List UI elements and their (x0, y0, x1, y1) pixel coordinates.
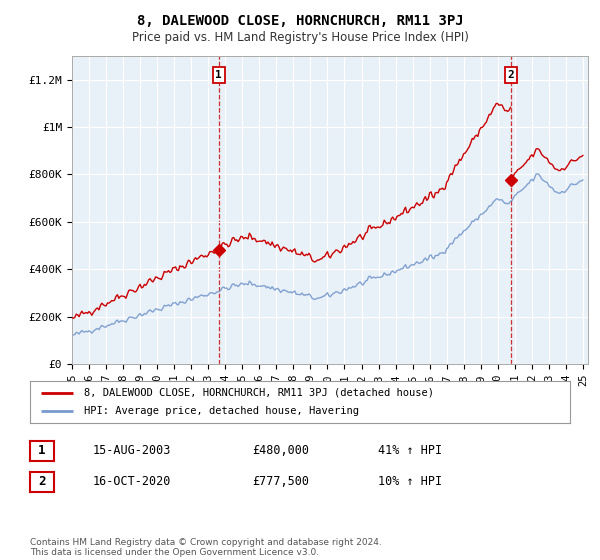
Text: Contains HM Land Registry data © Crown copyright and database right 2024.
This d: Contains HM Land Registry data © Crown c… (30, 538, 382, 557)
Text: £480,000: £480,000 (252, 444, 309, 458)
Text: 8, DALEWOOD CLOSE, HORNCHURCH, RM11 3PJ: 8, DALEWOOD CLOSE, HORNCHURCH, RM11 3PJ (137, 14, 463, 28)
Text: 10% ↑ HPI: 10% ↑ HPI (378, 475, 442, 488)
Text: Price paid vs. HM Land Registry's House Price Index (HPI): Price paid vs. HM Land Registry's House … (131, 31, 469, 44)
Text: 2: 2 (38, 475, 46, 488)
Text: 2: 2 (508, 70, 515, 80)
Text: 8, DALEWOOD CLOSE, HORNCHURCH, RM11 3PJ (detached house): 8, DALEWOOD CLOSE, HORNCHURCH, RM11 3PJ … (84, 388, 434, 398)
Text: 15-AUG-2003: 15-AUG-2003 (93, 444, 172, 458)
Text: 1: 1 (215, 70, 222, 80)
Text: £777,500: £777,500 (252, 475, 309, 488)
Text: 16-OCT-2020: 16-OCT-2020 (93, 475, 172, 488)
Text: 1: 1 (38, 444, 46, 458)
Text: HPI: Average price, detached house, Havering: HPI: Average price, detached house, Have… (84, 406, 359, 416)
Text: 41% ↑ HPI: 41% ↑ HPI (378, 444, 442, 458)
